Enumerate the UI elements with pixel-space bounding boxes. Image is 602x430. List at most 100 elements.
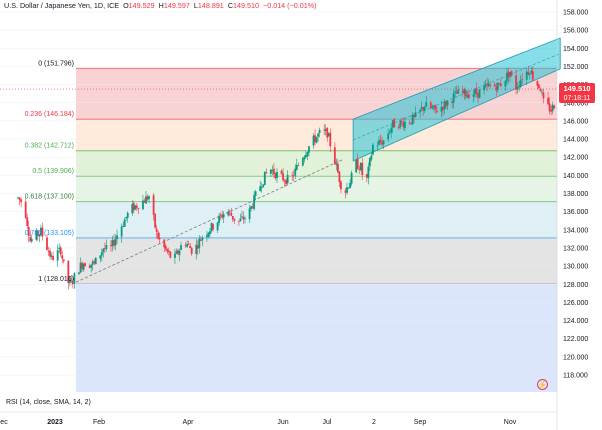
candle bbox=[551, 101, 554, 115]
candle bbox=[516, 82, 519, 94]
candle bbox=[292, 170, 295, 182]
candle bbox=[228, 209, 231, 217]
candle bbox=[422, 106, 425, 116]
candle bbox=[323, 123, 326, 136]
candle bbox=[324, 124, 327, 136]
fib-label-0.5: 0.5 (139.906) bbox=[32, 168, 74, 175]
price-tick-label: 118.000 bbox=[563, 373, 588, 380]
candle bbox=[29, 231, 32, 243]
candle bbox=[41, 222, 44, 241]
candlestick-series bbox=[17, 65, 556, 290]
candle bbox=[486, 77, 489, 92]
fib-label-1: 1 (128.016) bbox=[38, 276, 74, 283]
candle bbox=[314, 129, 316, 146]
candle bbox=[155, 224, 158, 239]
candle bbox=[295, 158, 298, 171]
candle bbox=[349, 179, 351, 189]
candle bbox=[164, 243, 167, 252]
candle bbox=[496, 82, 499, 93]
price-tick-label: 154.000 bbox=[563, 46, 588, 53]
candle bbox=[148, 194, 150, 203]
candle bbox=[201, 235, 204, 247]
candle bbox=[527, 66, 530, 76]
price-tick-label: 140.000 bbox=[563, 173, 588, 180]
price-tick-label: 156.000 bbox=[563, 28, 588, 35]
fib-zone-1[interactable] bbox=[76, 284, 557, 392]
open-value: 149.529 bbox=[128, 1, 155, 10]
candle bbox=[46, 234, 48, 251]
candle bbox=[59, 245, 62, 257]
candle bbox=[536, 80, 539, 90]
candle bbox=[315, 136, 318, 144]
candle bbox=[50, 252, 53, 260]
candle bbox=[372, 142, 374, 156]
candle bbox=[333, 142, 336, 165]
candle bbox=[221, 210, 224, 220]
time-tick-label: 2023 bbox=[47, 419, 63, 426]
candle bbox=[71, 278, 74, 289]
candle bbox=[414, 106, 417, 118]
candle bbox=[539, 87, 542, 92]
candle bbox=[239, 213, 242, 222]
candle bbox=[242, 211, 245, 224]
candle bbox=[423, 105, 426, 114]
candle bbox=[260, 182, 263, 193]
fib-zone-0.786[interactable] bbox=[76, 237, 557, 285]
candle bbox=[248, 204, 251, 223]
candle bbox=[425, 96, 428, 107]
candle bbox=[402, 117, 405, 131]
fibonacci-retracement-zones[interactable] bbox=[76, 67, 557, 392]
candle bbox=[61, 250, 64, 264]
candle bbox=[250, 205, 252, 212]
candle bbox=[262, 184, 265, 188]
price-tick-label: 126.000 bbox=[563, 300, 588, 307]
rsi-indicator-label[interactable]: RSI (14, close, SMA, 14, 2) bbox=[6, 399, 91, 406]
price-axis[interactable]: 118.000 120.000 122.000 124.000 126.000 128.0… bbox=[556, 0, 588, 430]
price-tick-label: 142.000 bbox=[563, 155, 588, 162]
candle bbox=[379, 134, 382, 145]
fib-zone-0.382[interactable] bbox=[76, 150, 557, 177]
high-value: 149.597 bbox=[163, 1, 190, 10]
candle bbox=[463, 87, 466, 100]
candle bbox=[174, 248, 176, 264]
candle bbox=[81, 261, 83, 272]
candle bbox=[294, 164, 297, 180]
candle bbox=[442, 106, 444, 116]
candle bbox=[105, 239, 108, 252]
candle bbox=[123, 217, 126, 227]
dashed-trend-line[interactable] bbox=[71, 158, 345, 285]
candle bbox=[495, 82, 498, 96]
candle bbox=[399, 120, 402, 130]
trend-line[interactable] bbox=[71, 158, 345, 285]
candle bbox=[265, 168, 268, 174]
candle bbox=[166, 248, 169, 255]
time-axis[interactable]: ec 2023 Feb Apr Jun Jul 2 Sep Nov bbox=[0, 411, 557, 426]
candle bbox=[518, 80, 521, 92]
last-price-badge: 149.510 07:18:11 bbox=[559, 83, 595, 104]
candle bbox=[506, 67, 508, 85]
candle bbox=[91, 259, 94, 271]
lightning-icon[interactable]: ⚡ bbox=[537, 379, 548, 390]
time-tick-label: ec bbox=[0, 419, 8, 426]
price-tick-label: 128.000 bbox=[563, 282, 588, 289]
candle bbox=[521, 73, 524, 85]
candle bbox=[30, 234, 33, 244]
fib-zone-0.236[interactable] bbox=[76, 119, 557, 151]
candle bbox=[126, 211, 129, 223]
candle bbox=[111, 235, 114, 252]
candle bbox=[367, 162, 370, 185]
fib-zone-0.5[interactable] bbox=[76, 176, 557, 202]
candle bbox=[110, 240, 112, 252]
candle bbox=[519, 75, 522, 89]
candle bbox=[167, 247, 170, 256]
candle bbox=[241, 210, 243, 219]
candle bbox=[78, 272, 80, 275]
candle bbox=[73, 271, 76, 289]
candle bbox=[305, 150, 307, 159]
fib-zone-0.618[interactable] bbox=[76, 201, 557, 238]
candle bbox=[472, 89, 475, 103]
candle bbox=[143, 198, 146, 203]
candle bbox=[515, 69, 517, 95]
candle bbox=[358, 165, 361, 174]
